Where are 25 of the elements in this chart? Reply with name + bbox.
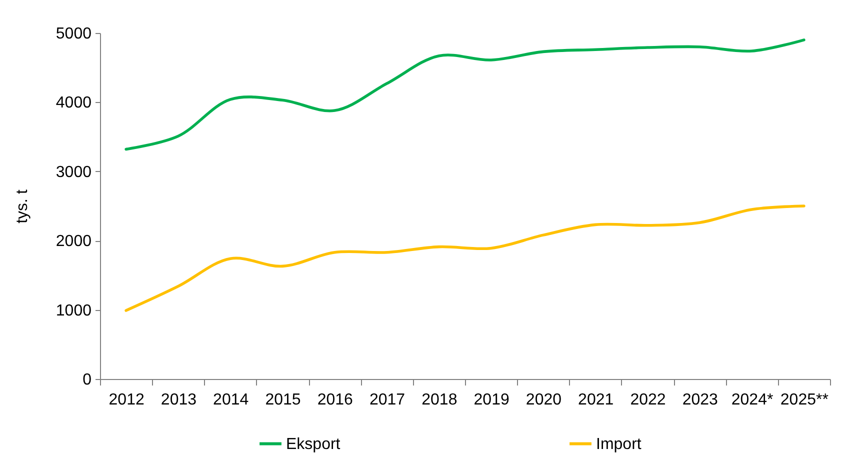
x-tick-label: 2018 <box>422 392 458 408</box>
x-tick-label: 2015 <box>265 392 301 408</box>
y-tick-label: 3000 <box>56 164 92 181</box>
x-tick-label: 2017 <box>369 392 406 408</box>
x-tick-label: 2020 <box>526 392 562 408</box>
x-tick-label: 2014 <box>213 392 249 408</box>
y-tick-label: 5000 <box>56 26 92 42</box>
x-tick-label: 2013 <box>160 392 197 408</box>
line-series <box>124 38 806 151</box>
y-tick-label: 1000 <box>56 302 92 320</box>
line-series <box>124 204 806 312</box>
y-tick-label: 4000 <box>56 94 92 112</box>
x-tick-label: 2012 <box>108 392 144 408</box>
x-tick-label: 2025** <box>780 392 828 408</box>
x-tick-label: 2019 <box>474 392 510 408</box>
legend-label: Eksport <box>286 436 341 453</box>
y-tick-label: 0 <box>82 372 92 388</box>
y-axis-title: tys. t <box>14 189 31 224</box>
legend-label: Import <box>596 436 642 453</box>
x-tick-label: 2023 <box>682 392 718 408</box>
x-tick-label: 2024* <box>731 392 774 408</box>
x-tick-label: 2021 <box>578 392 614 408</box>
x-tick-label: 2016 <box>317 392 354 408</box>
y-tick-label: 2000 <box>56 233 92 250</box>
x-tick-label: 2022 <box>630 392 666 408</box>
